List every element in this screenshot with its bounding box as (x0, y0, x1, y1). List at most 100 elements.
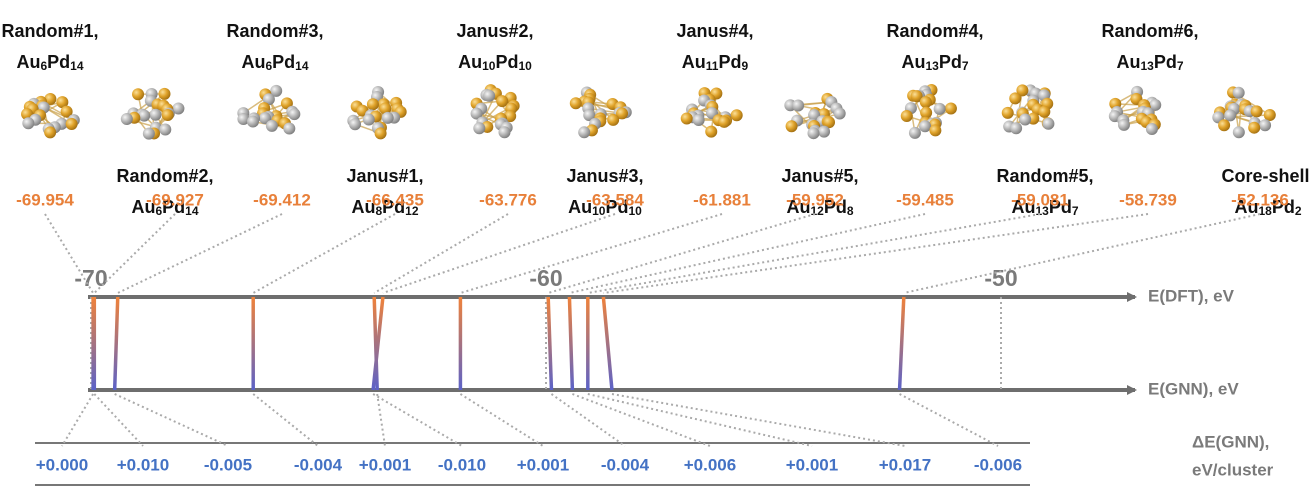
cluster-image (347, 86, 406, 139)
atom (731, 109, 743, 121)
figure: E(DFT), eV E(GNN), eV ΔE(GNN), eV/cluste… (0, 0, 1310, 486)
element: Pd (939, 52, 962, 72)
atom (382, 112, 394, 124)
atom (909, 127, 921, 139)
connector (373, 394, 462, 446)
atom (1009, 92, 1021, 104)
atom (22, 117, 34, 129)
energy-line (603, 297, 612, 390)
subscript: 2 (1295, 204, 1302, 218)
atom (607, 114, 619, 126)
delta-value: +0.006 (684, 455, 736, 474)
energy-line (548, 297, 551, 390)
atom (367, 98, 379, 110)
cluster-image (681, 87, 743, 137)
subscript: 10 (519, 59, 533, 73)
atom (158, 88, 170, 100)
atom (901, 110, 913, 122)
cluster-formula: Au6Pd14 (241, 52, 308, 73)
atom (919, 120, 931, 132)
atom (807, 127, 819, 139)
delta-value: -0.004 (294, 455, 343, 474)
energy-line (900, 297, 904, 390)
element: Au (16, 52, 40, 72)
cluster-image (1109, 86, 1161, 135)
atom (1146, 123, 1158, 135)
delta-axis-label: eV/cluster (1192, 460, 1274, 479)
connector (94, 394, 143, 446)
atom (1019, 114, 1031, 126)
subscript: 10 (482, 59, 496, 73)
delta-axis-label: ΔE(GNN), (1192, 432, 1269, 451)
cluster-formula: Au13Pd7 (901, 52, 968, 73)
subscript: 14 (70, 59, 84, 73)
connector (62, 394, 93, 446)
subscript: 7 (1072, 204, 1079, 218)
atom (705, 126, 717, 138)
element: Pd (495, 52, 518, 72)
subscript: 13 (1140, 59, 1154, 73)
atom (375, 127, 387, 139)
cluster-name: Random#2, (116, 166, 213, 186)
element: Au (241, 52, 265, 72)
connector (904, 214, 1260, 293)
delta-value: +0.010 (117, 455, 169, 474)
connector (383, 214, 615, 293)
atom (138, 110, 150, 122)
atom (363, 114, 375, 126)
subscript: 14 (295, 59, 309, 73)
delta-value: +0.017 (879, 455, 931, 474)
subscript: 8 (847, 204, 854, 218)
cluster-name: Janus#5, (781, 166, 858, 186)
connector (377, 394, 385, 446)
atom (1233, 87, 1245, 99)
element: Pd (1154, 52, 1177, 72)
atom (1042, 118, 1054, 130)
delta-value: -0.004 (601, 455, 650, 474)
atom (1218, 119, 1230, 131)
dft-value: -66.435 (366, 190, 424, 209)
cluster-image (471, 84, 520, 138)
atom (1038, 106, 1050, 118)
atom (818, 126, 830, 138)
delta-value: -0.005 (204, 455, 252, 474)
connector (569, 214, 925, 293)
atom (1264, 109, 1276, 121)
cluster-image (570, 87, 632, 139)
atom (143, 128, 155, 140)
energy-line (569, 297, 572, 390)
dft-value: -61.881 (693, 190, 751, 209)
dft-value: -59.081 (1011, 190, 1069, 209)
connector (551, 394, 625, 446)
cluster-name: Janus#2, (456, 21, 533, 41)
atom (570, 97, 582, 109)
atom (681, 112, 693, 124)
connector (253, 214, 395, 293)
subscript: 13 (925, 59, 939, 73)
atom (1002, 107, 1014, 119)
delta-value: +0.001 (786, 455, 838, 474)
atom (1248, 122, 1260, 134)
atom (266, 120, 278, 132)
cluster-name: Random#6, (1101, 21, 1198, 41)
cluster-formula: Au11Pd9 (682, 52, 749, 73)
atom (283, 122, 295, 134)
dft-value: -58.739 (1119, 190, 1177, 209)
delta-value: +0.000 (36, 455, 88, 474)
atom (929, 124, 941, 136)
atom (132, 88, 144, 100)
atom (834, 108, 846, 120)
connector (572, 394, 710, 446)
dft-value: -69.954 (16, 190, 74, 209)
dft-value: -69.927 (146, 190, 204, 209)
atom (483, 90, 495, 102)
cluster-image (1002, 84, 1055, 134)
cluster-image (21, 93, 80, 138)
subscript: 7 (962, 59, 969, 73)
atom (349, 118, 361, 130)
connector (94, 214, 175, 293)
atom (288, 108, 300, 120)
atom (945, 103, 957, 115)
subscript: 11 (706, 59, 719, 73)
element: Pd (272, 52, 295, 72)
